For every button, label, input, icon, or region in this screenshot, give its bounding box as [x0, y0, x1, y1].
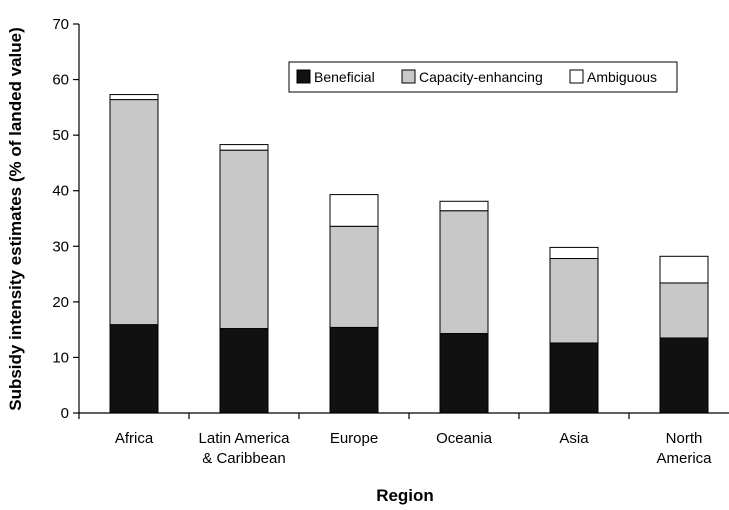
legend-label: Capacity-enhancing — [419, 69, 543, 85]
x-tick-label: North — [666, 430, 703, 447]
x-tick-label: Europe — [330, 430, 378, 447]
bar-segment-beneficial-2 — [329, 326, 379, 414]
bar-segment-ambiguous-4 — [549, 246, 599, 260]
bar-segment-beneficial-0 — [109, 324, 159, 414]
x-tick-label: Latin America — [199, 430, 291, 447]
bar-segment-ambiguous-3 — [439, 200, 489, 212]
x-tick-label: & Caribbean — [202, 450, 285, 467]
bar-segment-capacity-enhancing-5 — [659, 282, 709, 339]
legend-swatch-capacity-enhancing — [401, 69, 416, 84]
x-tick-label: Oceania — [436, 430, 493, 447]
y-tick-label: 50 — [52, 127, 69, 144]
bar-segment-ambiguous-2 — [329, 194, 379, 227]
bar-segment-beneficial-4 — [549, 342, 599, 414]
y-tick-label: 60 — [52, 72, 69, 89]
legend-swatch-beneficial — [296, 69, 311, 84]
bar-segment-capacity-enhancing-1 — [219, 149, 269, 330]
legend-box — [288, 61, 678, 93]
bar-segment-ambiguous-0 — [109, 94, 159, 101]
x-tick-label: Asia — [559, 430, 589, 447]
bar-segment-beneficial-5 — [659, 337, 709, 414]
x-axis-title: Region — [376, 486, 434, 505]
y-tick-label: 10 — [52, 349, 69, 366]
bar-segment-ambiguous-1 — [219, 144, 269, 151]
bar-segment-beneficial-3 — [439, 333, 489, 414]
bar-segment-capacity-enhancing-0 — [109, 99, 159, 326]
x-tick-label: Africa — [115, 430, 154, 447]
y-axis-ticks: 0 10 20 30 40 50 60 70 — [52, 16, 79, 422]
bars-layer — [109, 94, 709, 414]
legend: Beneficial Capacity-enhancing Ambiguous — [288, 61, 678, 93]
bar-segment-capacity-enhancing-2 — [329, 225, 379, 328]
y-tick-label: 40 — [52, 183, 69, 200]
bar-segment-ambiguous-5 — [659, 255, 709, 284]
legend-label: Ambiguous — [587, 69, 657, 85]
bar-segment-capacity-enhancing-3 — [439, 210, 489, 335]
y-tick-label: 30 — [52, 238, 69, 255]
x-tick-label: America — [656, 450, 712, 467]
x-axis-ticks: Africa Latin America & Caribbean Europe Ocea… — [78, 413, 712, 467]
y-axis-title: Subsidy intensity estimates (% of landed… — [6, 27, 25, 411]
legend-label: Beneficial — [314, 69, 375, 85]
y-tick-label: 20 — [52, 294, 69, 311]
bar-segment-capacity-enhancing-4 — [549, 258, 599, 344]
bar-segment-beneficial-1 — [219, 328, 269, 414]
y-tick-label: 70 — [52, 16, 69, 33]
y-tick-label: 0 — [61, 405, 69, 422]
legend-swatch-ambiguous — [569, 69, 584, 84]
